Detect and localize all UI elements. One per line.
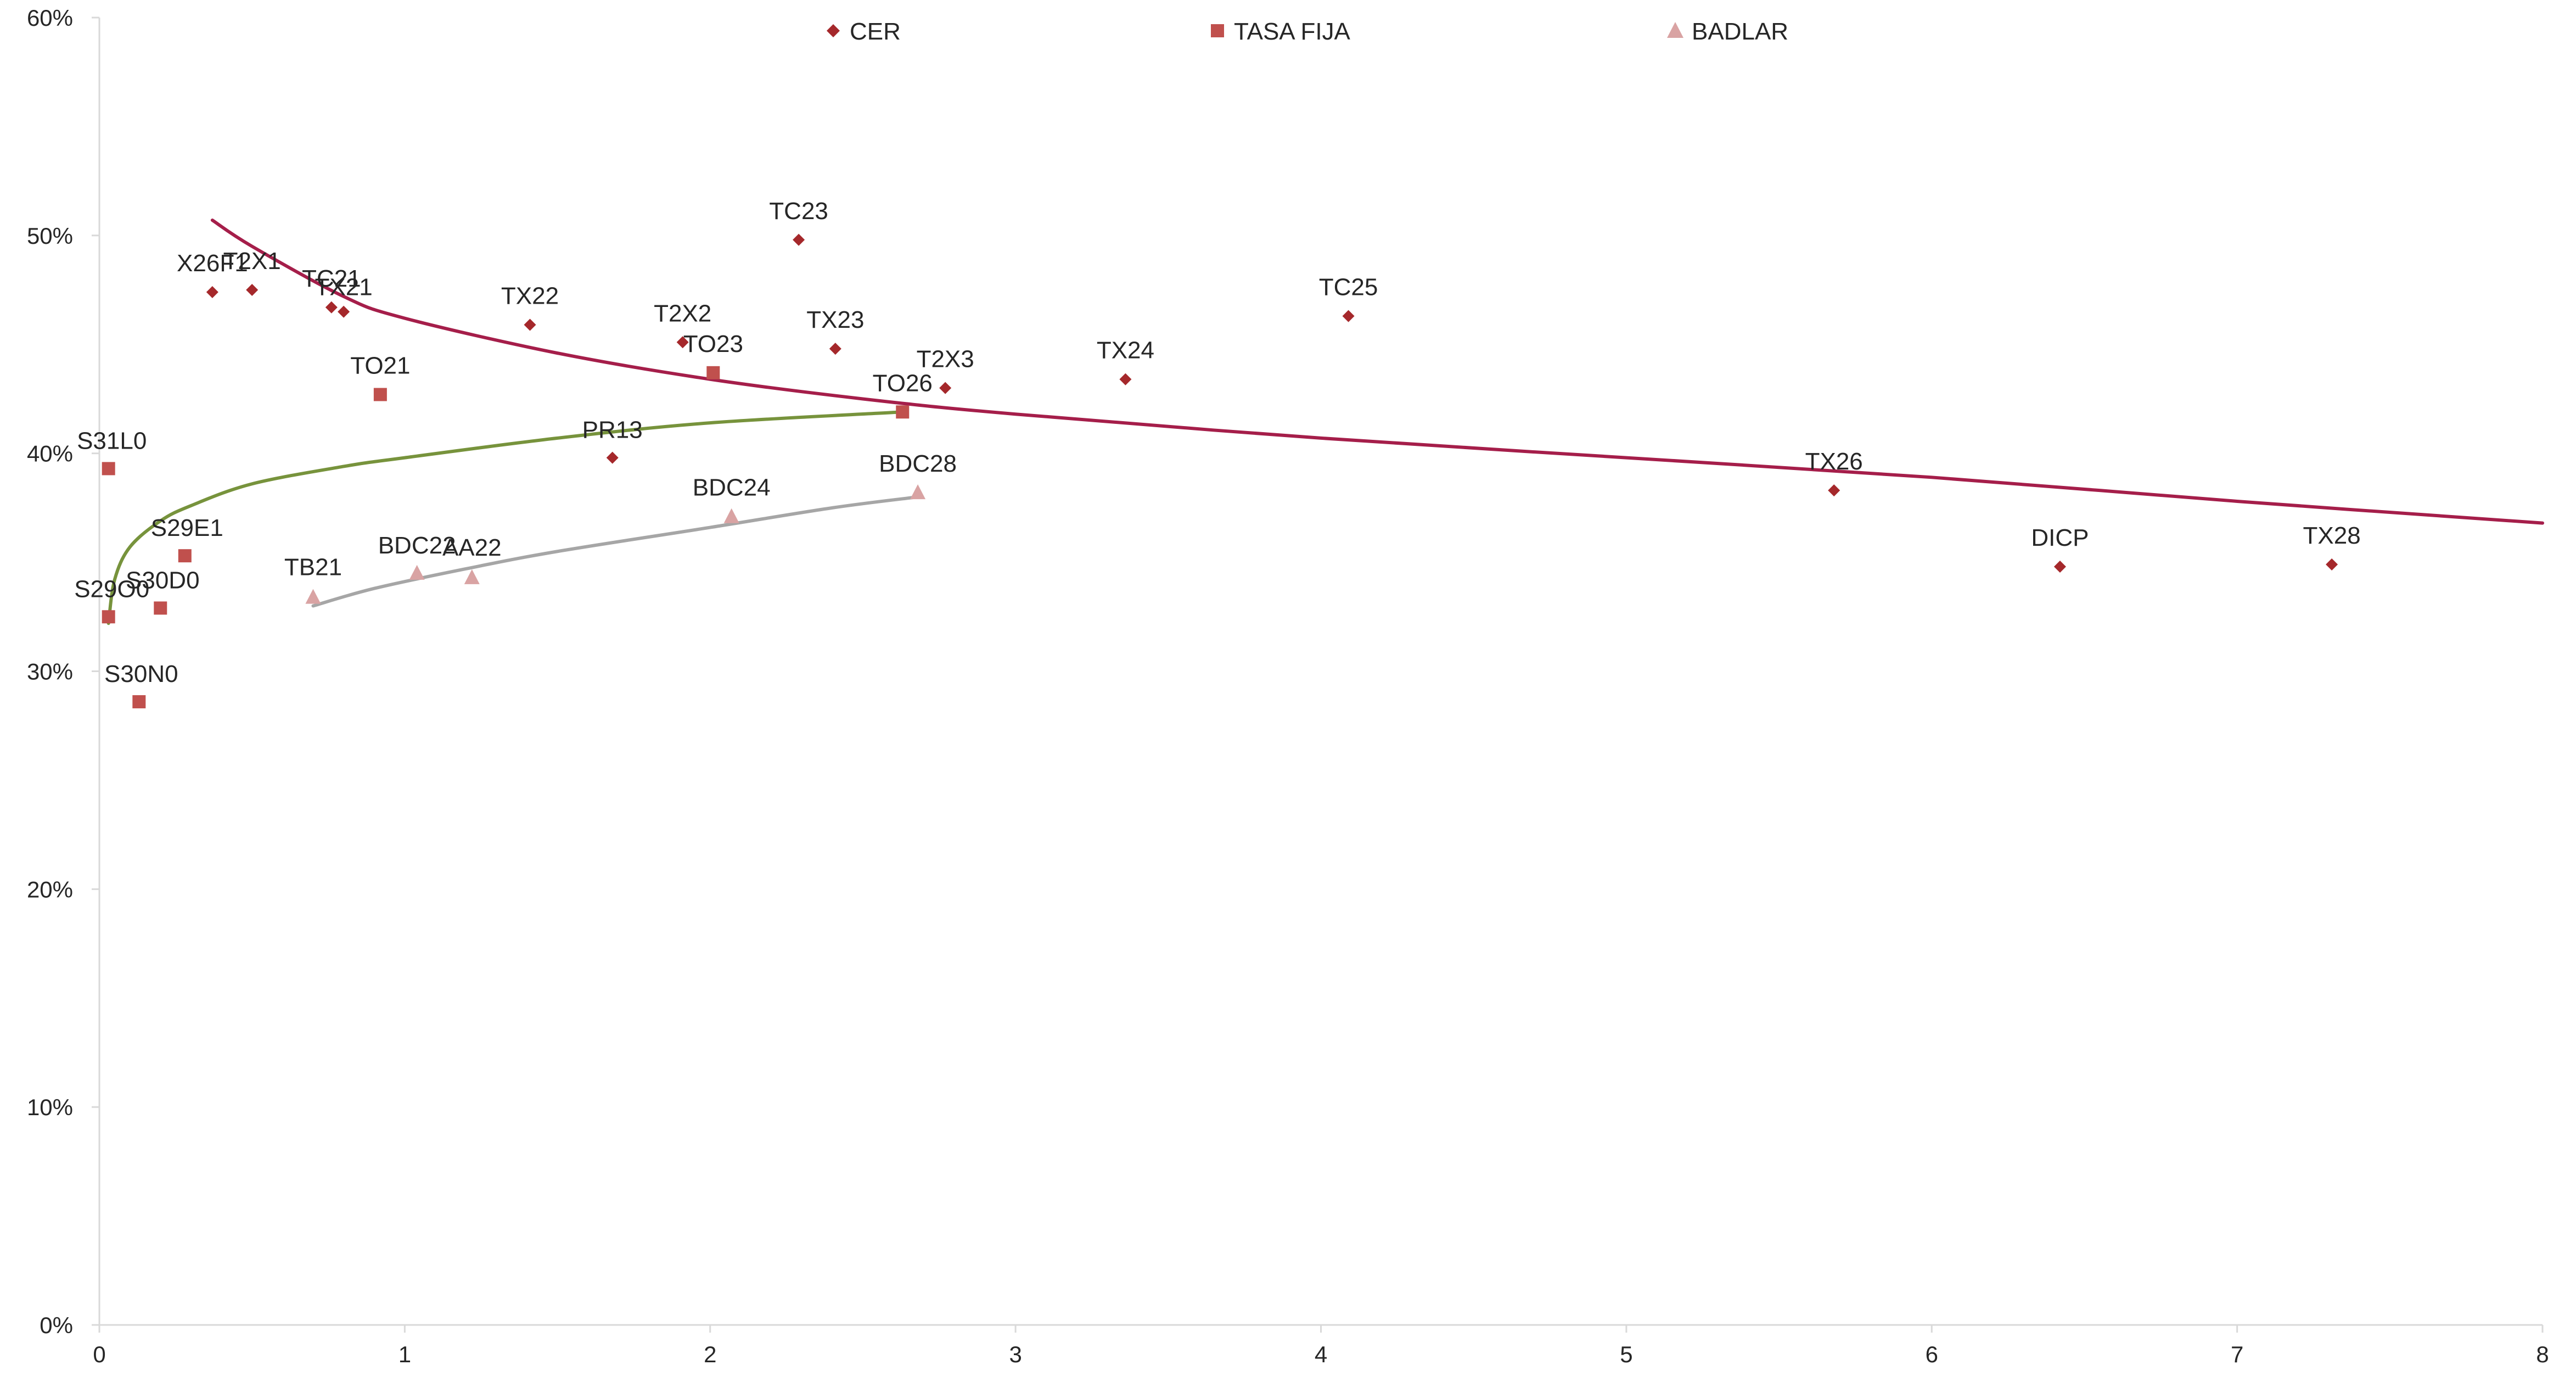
x-tick-label: 5 (1620, 1341, 1632, 1367)
point-label: PR13 (582, 417, 643, 444)
x-tick-label: 0 (93, 1341, 105, 1367)
point-cer (606, 451, 619, 464)
point-badlar (409, 564, 425, 580)
y-tick-label: 30% (27, 659, 73, 685)
point-label: AA22 (442, 534, 502, 561)
point-tasa-fija (896, 405, 910, 419)
point-label: DICP (2031, 524, 2089, 551)
point-label: S29O0 (74, 575, 149, 602)
point-label: S30N0 (104, 661, 178, 687)
point-label: TC21 (302, 265, 361, 292)
point-label: TC25 (1319, 274, 1378, 301)
point-label: T2X1 (223, 248, 281, 275)
x-tick-label: 2 (704, 1341, 716, 1367)
point-label: TX28 (2303, 522, 2361, 549)
point-cer (524, 318, 536, 331)
point-label: TO23 (683, 331, 743, 357)
point-tasa-fija (178, 549, 192, 563)
axes-layer: 0 1 2 3 4 5 6 7 8 0% 10% 20% 30% 40% 50% 60% (27, 5, 2549, 1367)
point-badlar (464, 569, 480, 584)
point-tasa-fija (706, 366, 720, 379)
trendline-cer (210, 219, 2544, 525)
point-cer (206, 286, 218, 299)
point-cer (939, 382, 952, 394)
x-tick-label: 6 (1926, 1341, 1938, 1367)
point-label: TB21 (284, 554, 342, 581)
point-label: TX26 (1805, 448, 1863, 475)
point-tasa-fija (154, 601, 167, 615)
legend-marker-tasa-fija (1211, 24, 1224, 37)
legend-marker-cer (827, 24, 840, 37)
point-cer (1342, 310, 1355, 322)
legend-label-badlar: BADLAR (1692, 18, 1788, 45)
y-tick-label: 20% (27, 876, 73, 902)
point-tasa-fija (102, 610, 115, 624)
x-tick-label: 7 (2231, 1341, 2243, 1367)
point-label: TX23 (806, 306, 864, 333)
x-tick-label: 4 (1315, 1341, 1327, 1367)
point-tasa-fija (373, 388, 387, 401)
point-tasa-fija (102, 462, 115, 476)
point-label: S29E1 (151, 514, 223, 541)
trendline-layer (106, 219, 2544, 625)
legend-marker-badlar (1667, 22, 1683, 38)
y-tick-label: 50% (27, 223, 73, 249)
point-cer (793, 233, 805, 246)
point-label: S30D0 (126, 567, 200, 594)
y-tick-label: 10% (27, 1094, 73, 1120)
point-cer (2053, 561, 2066, 573)
x-tick-label: 8 (2536, 1341, 2549, 1367)
legend: CER TASA FIJA BADLAR (827, 18, 1788, 45)
y-tick-label: 40% (27, 441, 73, 467)
point-label: S31L0 (77, 427, 147, 454)
point-cer (1119, 373, 1132, 385)
y-tick-label: 60% (27, 5, 73, 31)
point-label: TX24 (1097, 337, 1154, 364)
point-cer (676, 336, 689, 349)
point-label: TO21 (350, 353, 410, 379)
point-cer (1828, 484, 1840, 497)
point-label: TX22 (501, 283, 559, 310)
trendline-tasa-fija (106, 410, 905, 625)
legend-label-cer: CER (850, 18, 901, 45)
y-tick-label: 0% (40, 1312, 73, 1338)
points-layer (102, 233, 2338, 709)
point-label: TC23 (769, 198, 828, 225)
point-label: BDC22 (378, 532, 456, 559)
x-tick-label: 1 (399, 1341, 411, 1367)
point-label: BDC28 (879, 450, 957, 477)
trendline-badlar (311, 495, 920, 608)
point-badlar (910, 484, 926, 500)
point-label: BDC24 (693, 474, 771, 501)
point-cer (2326, 558, 2338, 571)
point-tasa-fija (132, 695, 146, 709)
point-badlar (723, 508, 739, 523)
x-tick-label: 3 (1009, 1341, 1022, 1367)
point-label: T2X3 (917, 346, 974, 373)
point-label: X26F1 (177, 250, 248, 277)
point-cer (338, 305, 350, 318)
point-cer (246, 284, 259, 297)
point-badlar (305, 589, 321, 604)
point-cer (829, 343, 841, 355)
point-label: TX21 (315, 274, 373, 301)
point-label: T2X2 (654, 300, 711, 327)
point-cer (325, 301, 338, 314)
point-label: TO26 (873, 370, 933, 396)
legend-label-tasa-fija: TASA FIJA (1234, 18, 1351, 45)
